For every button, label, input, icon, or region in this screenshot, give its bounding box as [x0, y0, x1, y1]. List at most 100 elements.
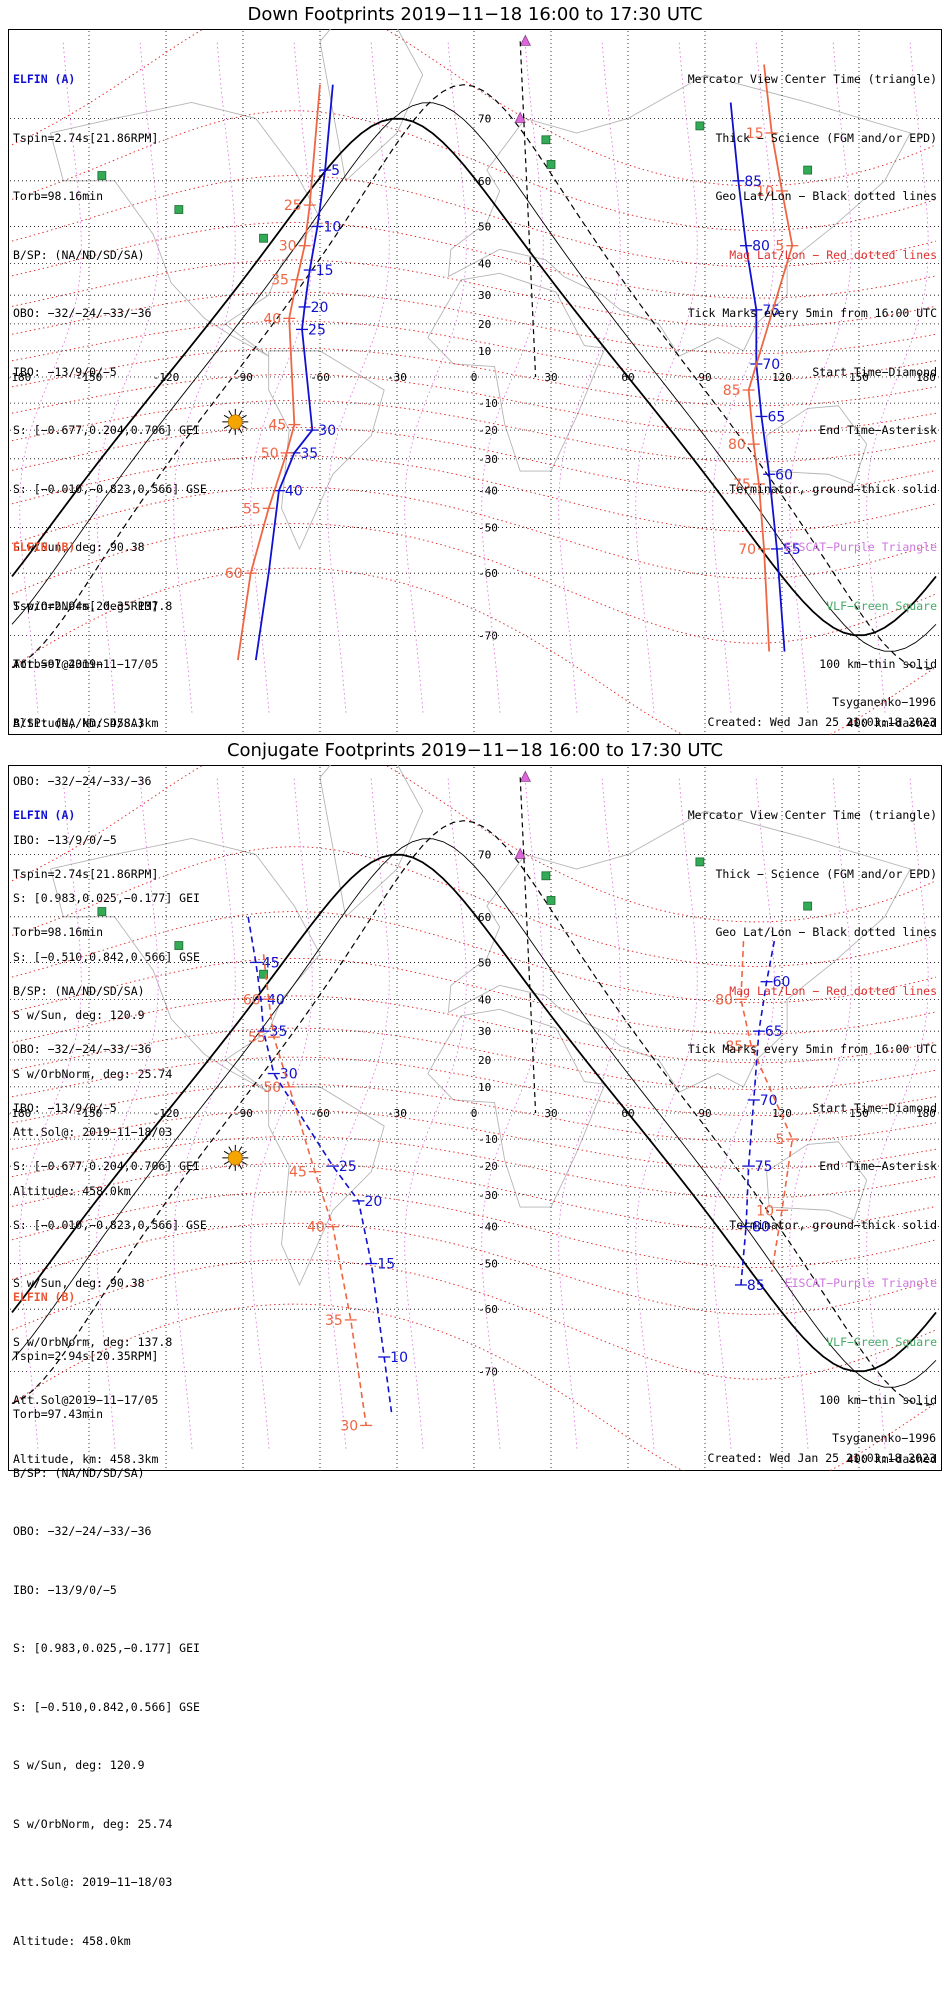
elfin-b-line: S: [0.983,0.025,−0.177] GEI [13, 1641, 200, 1655]
model-label: Tsyganenko−1996 [832, 1431, 936, 1445]
vlf-square-icon [259, 233, 268, 243]
lat-tick-label: -30 [478, 1189, 498, 1202]
elfin-b-line: S: [−0.510,0.842,0.566] GSE [13, 1699, 200, 1714]
lat-tick-label: 70 [478, 848, 491, 861]
mag-meridian [19, 777, 82, 1449]
elfin-a-tick-label: 15 [377, 1257, 395, 1273]
mag-meridian [635, 777, 698, 1449]
elfin-b-tick-label: 5 [775, 239, 784, 255]
mag-latitude [11, 1303, 937, 1471]
panel-title-down: Down Footprints 2019−11−18 16:00 to 17:3… [247, 4, 703, 25]
lon-tick-label: -30 [387, 1107, 407, 1120]
vlf-square-icon [695, 121, 705, 131]
lon-tick-label: -90 [233, 1107, 253, 1120]
elfin-a-tick-label: 10 [390, 1350, 408, 1366]
vlf-square-icon [546, 896, 556, 905]
elfin-a-line: S w/Sun, deg: 90.38 [13, 540, 145, 554]
elfin-a-tick-label: 30 [280, 1067, 298, 1083]
mag-meridian [404, 41, 467, 713]
vlf-square-icon [803, 165, 813, 175]
elfin-b-tick-label: 30 [279, 239, 297, 255]
sun-ray [223, 1150, 230, 1155]
mag-meridian [327, 777, 390, 1449]
elfin-a-line: S: [−0.677,0.204,0.706] GEI [13, 1159, 200, 1173]
elfin-b-tick-label: 85 [725, 1039, 743, 1055]
elfin-b-tick-label: 80 [715, 992, 733, 1008]
coastline [268, 350, 385, 551]
mag-latitude [11, 221, 937, 299]
lon-tick-label: 120 [772, 1107, 792, 1120]
elfin-a-tick-label: 30 [318, 423, 336, 439]
elfin-b-tick-label: 35 [271, 273, 289, 289]
elfin-a-tick-label: 85 [747, 1278, 765, 1294]
elfin-a-tick-label: 65 [765, 1024, 783, 1040]
elfin-b-line: Tspin=2.94s[20.35RPM] [13, 1348, 159, 1363]
elfin-b-tick-label: 40 [307, 1220, 325, 1236]
vlf-square-icon [695, 857, 705, 867]
elfin-a-line: Torb=98.16min [13, 189, 104, 203]
legend-line: Terminator, ground−thick solid [729, 1217, 937, 1232]
elfin-b-line: Torb=97.43min [13, 1407, 104, 1421]
elfin-b-tick-label: 70 [738, 542, 756, 558]
eiscat-triangle-icon [519, 34, 531, 46]
elfin-a-line: OBO: −32/−24/−33/−36 [13, 306, 152, 320]
elfin-a-tick-label: 40 [267, 992, 285, 1008]
terminator-400km [11, 820, 937, 1406]
elfin-a-info: ELFIN (A) Tspin=2.74s[21.86RPM] Torb=98.… [13, 31, 207, 772]
lat-tick-label: 60 [478, 175, 491, 188]
coastline [268, 1086, 385, 1287]
elfin-a-tick-label: 55 [783, 542, 801, 558]
elfin-a-tick-label: 20 [365, 1194, 383, 1210]
legend: Mercator View Center Time (triangle) Thi… [688, 767, 937, 1508]
lon-tick-label: 150 [849, 1107, 869, 1120]
mag-latitude [11, 995, 937, 1064]
legend-line: VLF−Green Square [826, 598, 937, 613]
lat-tick-label: 70 [478, 112, 491, 125]
elfin-b-tick-label: 60 [225, 566, 243, 582]
mag-latitude [11, 426, 937, 495]
elfin-a-tick-label: 85 [744, 174, 762, 190]
lon-tick-label: -180 [8, 1107, 31, 1120]
model-label: Tsyganenko−1996 [832, 695, 936, 709]
elfin-a-line: S w/Sun, deg: 90.38 [13, 1276, 145, 1290]
mag-latitude [11, 1191, 937, 1269]
legend-line: 100 km−thin solid [819, 1393, 937, 1407]
elfin-b-tick-label: 10 [756, 184, 774, 200]
elfin-a-line: IBO: −13/9/0/−5 [13, 1100, 117, 1115]
elfin-a-tick-label: 60 [773, 975, 791, 991]
elfin-a-line: B/SP: (NA/ND/SD/SA) [13, 983, 145, 998]
legend-line: Mercator View Center Time (triangle) [687, 808, 937, 822]
elfin-a-tick-label: 20 [311, 300, 329, 316]
lat-tick-label: 20 [478, 318, 491, 331]
sun-ray [241, 414, 247, 419]
mag-meridian [558, 41, 621, 713]
sun-ray [241, 1150, 247, 1155]
elfin-a-tick-label: 75 [762, 303, 780, 319]
legend-line: Mercator View Center Time (triangle) [687, 72, 937, 86]
mag-meridian [481, 41, 544, 713]
elfin-a-tick-label: 70 [762, 357, 780, 373]
map-canvas: -180-150-120-90-60-300306090120150180706… [8, 29, 942, 735]
lon-tick-label: 0 [471, 371, 478, 384]
mag-meridian [19, 41, 82, 713]
lat-tick-label: -10 [478, 397, 498, 410]
elfin-a-tick-label: 5 [331, 163, 340, 179]
elfin-b-header: ELFIN (B) [13, 1290, 76, 1304]
map-frame [8, 765, 942, 1471]
elfin-a-tick-label: 25 [308, 322, 326, 338]
center-time-line [519, 777, 537, 1114]
sun-icon [227, 1150, 243, 1166]
map-frame [8, 29, 942, 735]
mag-meridian [250, 777, 313, 1449]
mag-meridian [481, 777, 544, 1449]
elfin-b-line: Tspin=2.94s[20.35RPM] [13, 598, 159, 613]
legend: Mercator View Center Time (triangle) Thi… [688, 31, 937, 772]
sun-ray [238, 410, 243, 417]
created-label: Created: Wed Jan 25 21:03:18 2023 [707, 715, 936, 729]
lon-tick-label: 180 [916, 1107, 936, 1120]
elfin-b-tick-label: 55 [243, 501, 261, 517]
eiscat-triangle-icon [514, 847, 526, 859]
elfin-a-line: OBO: −32/−24/−33/−36 [13, 1042, 152, 1056]
mag-meridian [96, 41, 159, 713]
lon-tick-label: 150 [849, 371, 869, 384]
